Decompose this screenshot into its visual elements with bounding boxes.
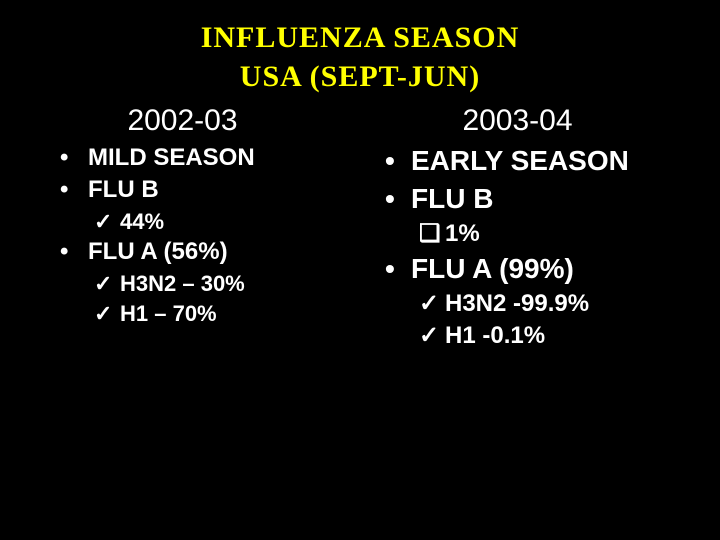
check-icon: ✓ bbox=[94, 299, 120, 329]
list-item: • MILD SEASON bbox=[60, 142, 365, 174]
list-item-text: MILD SEASON bbox=[88, 142, 255, 174]
check-icon: ✓ bbox=[419, 320, 445, 352]
list-item-text: H3N2 -99.9% bbox=[445, 288, 589, 320]
list-item: ✓ H3N2 -99.9% bbox=[385, 288, 690, 320]
list-item: • FLU A (56%) bbox=[60, 236, 365, 268]
check-icon: ✓ bbox=[94, 269, 120, 299]
columns-container: 2002-03 • MILD SEASON • FLU B ✓ 44% • FL… bbox=[0, 96, 720, 353]
list-item: ✓ H3N2 – 30% bbox=[60, 269, 365, 299]
column-left: 2002-03 • MILD SEASON • FLU B ✓ 44% • FL… bbox=[30, 104, 375, 353]
list-item: • FLU A (99%) bbox=[385, 250, 690, 288]
list-item-text: FLU B bbox=[88, 174, 159, 206]
list-item: ✓ H1 -0.1% bbox=[385, 320, 690, 352]
list-item-text: FLU A (56%) bbox=[88, 236, 228, 268]
bullet-icon: • bbox=[60, 142, 88, 174]
list-item-text: FLU A (99%) bbox=[411, 250, 574, 288]
list-item: ✓ 44% bbox=[60, 207, 365, 237]
list-item-text: 1% bbox=[445, 218, 480, 250]
list-item-text: H1 – 70% bbox=[120, 299, 217, 329]
year-right: 2003-04 bbox=[385, 104, 690, 138]
column-right: 2003-04 • EARLY SEASON • FLU B ❑ 1% • FL… bbox=[375, 104, 690, 353]
check-icon: ✓ bbox=[419, 288, 445, 320]
list-item: ❑ 1% bbox=[385, 218, 690, 250]
list-item-text: 44% bbox=[120, 207, 164, 237]
title-line-2: USA (SEPT-JUN) bbox=[0, 57, 720, 96]
bullet-icon: • bbox=[385, 250, 411, 288]
bullet-icon: • bbox=[60, 174, 88, 206]
bullet-icon: • bbox=[385, 180, 411, 218]
list-item: ✓ H1 – 70% bbox=[60, 299, 365, 329]
square-icon: ❑ bbox=[419, 218, 445, 250]
list-item: • FLU B bbox=[385, 180, 690, 218]
title-line-1: INFLUENZA SEASON bbox=[0, 18, 720, 57]
list-item-text: EARLY SEASON bbox=[411, 142, 629, 180]
year-left: 2002-03 bbox=[60, 104, 365, 138]
list-item-text: FLU B bbox=[411, 180, 493, 218]
list-item-text: H3N2 – 30% bbox=[120, 269, 245, 299]
bullet-icon: • bbox=[385, 142, 411, 180]
title-block: INFLUENZA SEASON USA (SEPT-JUN) bbox=[0, 0, 720, 96]
list-item: • FLU B bbox=[60, 174, 365, 206]
bullet-icon: • bbox=[60, 236, 88, 268]
list-item: • EARLY SEASON bbox=[385, 142, 690, 180]
list-item-text: H1 -0.1% bbox=[445, 320, 545, 352]
check-icon: ✓ bbox=[94, 207, 120, 237]
